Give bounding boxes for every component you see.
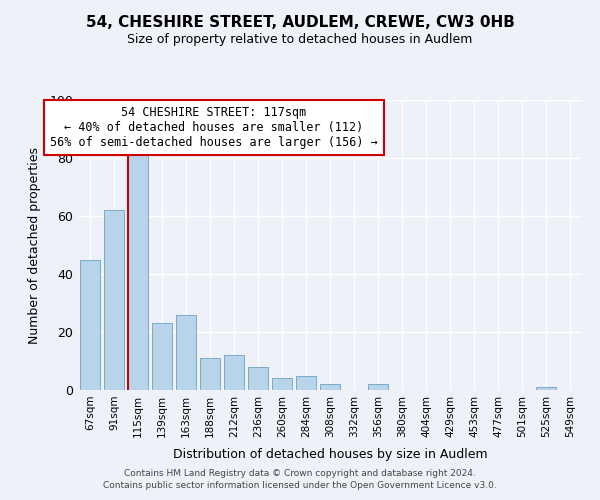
Text: Contains public sector information licensed under the Open Government Licence v3: Contains public sector information licen…: [103, 481, 497, 490]
X-axis label: Distribution of detached houses by size in Audlem: Distribution of detached houses by size …: [173, 448, 487, 461]
Bar: [104, 210, 124, 390]
Text: 54, CHESHIRE STREET, AUDLEM, CREWE, CW3 0HB: 54, CHESHIRE STREET, AUDLEM, CREWE, CW3 …: [86, 15, 514, 30]
Text: Size of property relative to detached houses in Audlem: Size of property relative to detached ho…: [127, 32, 473, 46]
Y-axis label: Number of detached properties: Number of detached properties: [28, 146, 41, 344]
Bar: [248, 367, 268, 390]
Text: 54 CHESHIRE STREET: 117sqm
← 40% of detached houses are smaller (112)
56% of sem: 54 CHESHIRE STREET: 117sqm ← 40% of deta…: [50, 106, 378, 149]
Bar: [152, 324, 172, 390]
Bar: [368, 384, 388, 390]
Bar: [200, 358, 220, 390]
Bar: [272, 378, 292, 390]
Bar: [176, 314, 196, 390]
Bar: [296, 376, 316, 390]
Bar: [536, 387, 556, 390]
Text: Contains HM Land Registry data © Crown copyright and database right 2024.: Contains HM Land Registry data © Crown c…: [124, 468, 476, 477]
Bar: [320, 384, 340, 390]
Bar: [128, 144, 148, 390]
Bar: [80, 260, 100, 390]
Bar: [224, 355, 244, 390]
